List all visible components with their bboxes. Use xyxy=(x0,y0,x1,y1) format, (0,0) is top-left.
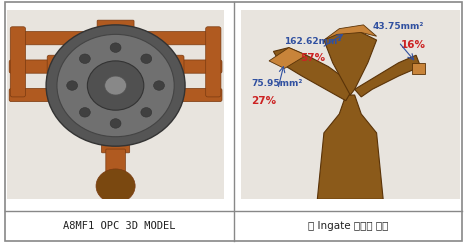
Circle shape xyxy=(96,169,135,203)
Polygon shape xyxy=(318,95,383,199)
Text: 57%: 57% xyxy=(300,53,325,63)
FancyBboxPatch shape xyxy=(106,149,125,177)
Polygon shape xyxy=(354,55,420,97)
Circle shape xyxy=(67,81,78,90)
FancyBboxPatch shape xyxy=(174,88,222,102)
Circle shape xyxy=(154,81,164,90)
Text: 75.95mm²: 75.95mm² xyxy=(251,78,303,87)
FancyBboxPatch shape xyxy=(9,88,57,102)
Text: 27%: 27% xyxy=(251,96,276,106)
Text: 162.62mm²: 162.62mm² xyxy=(284,37,342,46)
FancyBboxPatch shape xyxy=(146,32,215,45)
Text: 16%: 16% xyxy=(401,40,426,50)
FancyBboxPatch shape xyxy=(168,60,222,73)
FancyBboxPatch shape xyxy=(9,60,64,73)
Circle shape xyxy=(46,25,185,146)
Polygon shape xyxy=(324,25,376,40)
Circle shape xyxy=(141,108,152,117)
Circle shape xyxy=(105,76,127,95)
Text: A8MF1 OPC 3D MODEL: A8MF1 OPC 3D MODEL xyxy=(63,221,175,231)
Circle shape xyxy=(79,108,90,117)
FancyBboxPatch shape xyxy=(205,27,221,97)
FancyBboxPatch shape xyxy=(169,55,184,97)
Circle shape xyxy=(141,54,152,63)
Circle shape xyxy=(57,34,174,137)
Polygon shape xyxy=(274,48,354,101)
FancyBboxPatch shape xyxy=(101,141,130,153)
FancyBboxPatch shape xyxy=(47,55,63,97)
Circle shape xyxy=(79,54,90,63)
FancyBboxPatch shape xyxy=(16,32,85,45)
FancyBboxPatch shape xyxy=(10,27,26,97)
Text: 각 Ingate 단면적 비율: 각 Ingate 단면적 비율 xyxy=(308,221,388,231)
Polygon shape xyxy=(324,33,376,95)
Text: 43.75mm²: 43.75mm² xyxy=(372,22,424,31)
Circle shape xyxy=(110,119,121,128)
FancyBboxPatch shape xyxy=(97,20,134,33)
Polygon shape xyxy=(269,48,306,69)
Polygon shape xyxy=(412,63,425,74)
Circle shape xyxy=(110,43,121,52)
Circle shape xyxy=(87,61,144,110)
